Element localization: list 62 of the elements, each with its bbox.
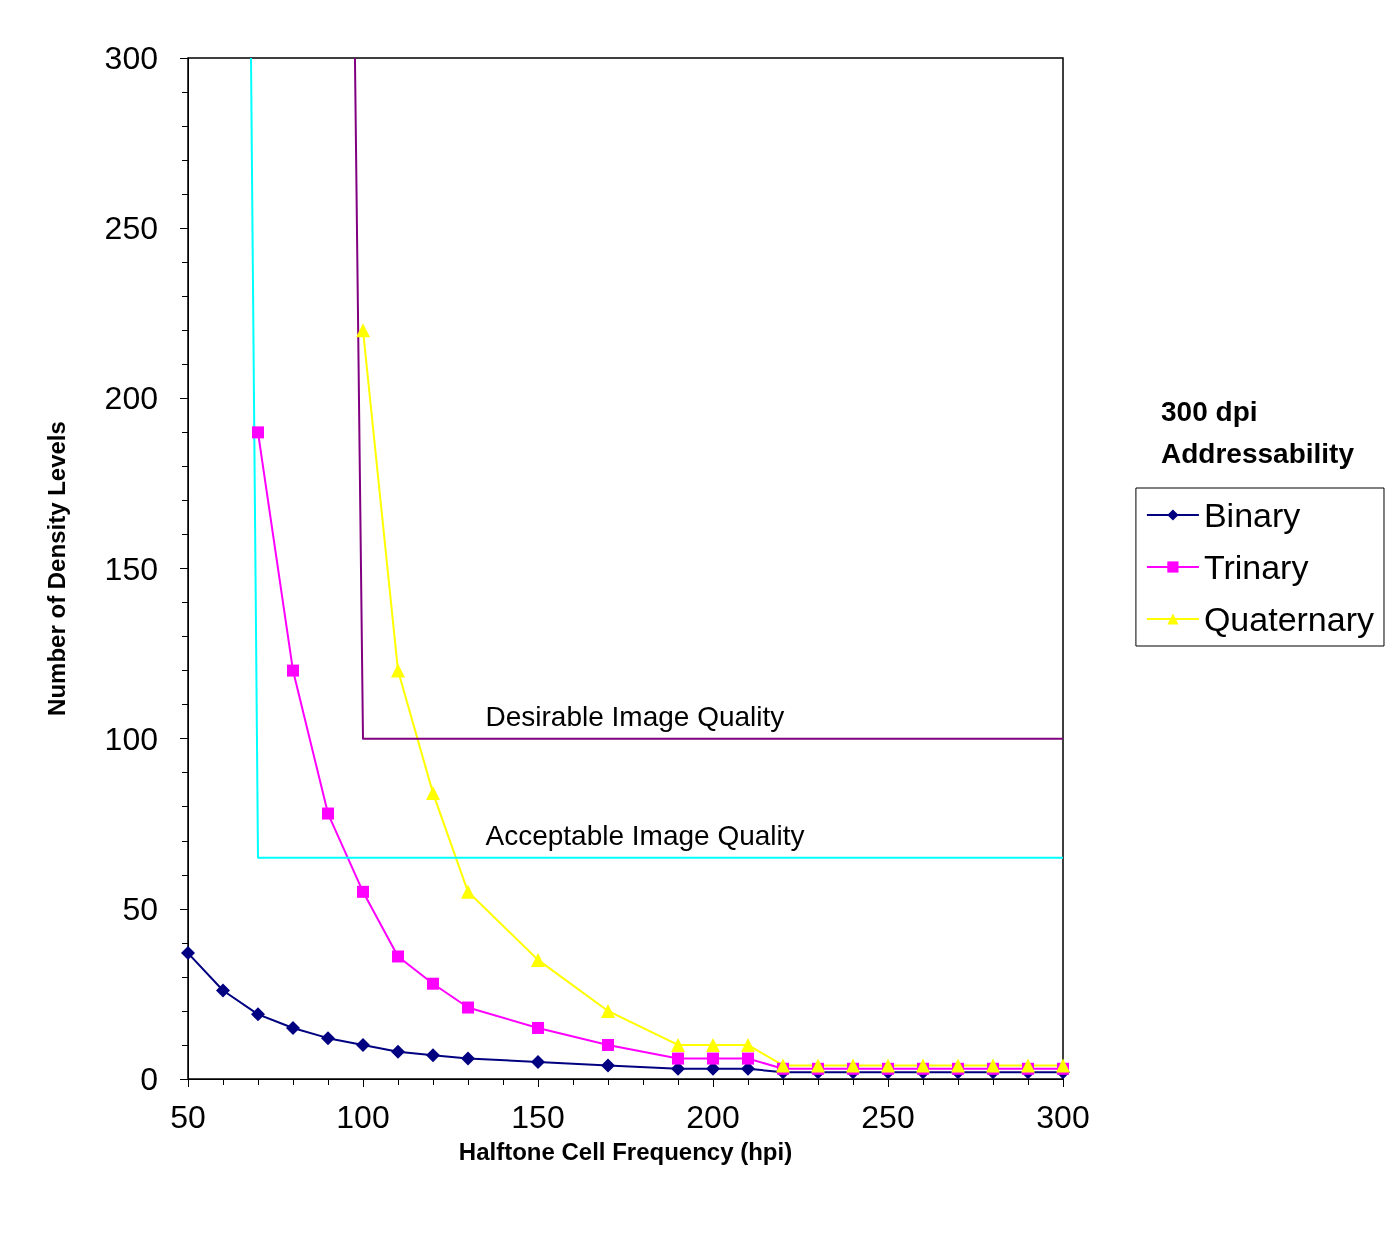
point bbox=[776, 1058, 790, 1073]
y-tick-label: 0 bbox=[140, 1061, 158, 1097]
point bbox=[951, 1058, 965, 1073]
x-tick-label: 150 bbox=[511, 1099, 565, 1135]
y-tick-label: 200 bbox=[104, 380, 158, 417]
legend-label: Quaternary bbox=[1203, 600, 1375, 638]
y-tick-label: 50 bbox=[122, 890, 158, 927]
y-tick-label: 100 bbox=[104, 720, 158, 757]
point bbox=[601, 1003, 615, 1018]
x-tick-label: 250 bbox=[861, 1099, 915, 1135]
point bbox=[532, 1021, 544, 1034]
point bbox=[356, 1037, 370, 1052]
point bbox=[391, 1044, 405, 1059]
point bbox=[707, 1052, 719, 1065]
annotation: Desirable Image Quality bbox=[485, 701, 785, 733]
point bbox=[461, 884, 475, 899]
x-tick-label: 100 bbox=[336, 1099, 390, 1135]
point bbox=[986, 1058, 1000, 1073]
point bbox=[531, 1054, 545, 1069]
point bbox=[287, 664, 299, 677]
point bbox=[251, 1007, 265, 1022]
point bbox=[811, 1058, 825, 1073]
point bbox=[706, 1037, 720, 1052]
point bbox=[427, 977, 439, 990]
y-axis-title: Number of Density Levels bbox=[42, 421, 70, 716]
point bbox=[672, 1052, 684, 1065]
legend-title: 300 dpi Addressability bbox=[1161, 395, 1355, 469]
point bbox=[671, 1037, 685, 1052]
point bbox=[321, 1031, 335, 1046]
point bbox=[601, 1058, 615, 1073]
point bbox=[461, 1051, 475, 1066]
point bbox=[741, 1037, 755, 1052]
point bbox=[742, 1052, 754, 1065]
point bbox=[392, 950, 404, 963]
y-tick-label: 250 bbox=[104, 210, 158, 247]
x-axis-title: Halftone Cell Frequency (hpi) bbox=[458, 1137, 793, 1165]
y-tick-label: 300 bbox=[104, 40, 158, 76]
point bbox=[357, 885, 369, 898]
point bbox=[531, 952, 545, 967]
point bbox=[181, 946, 195, 961]
point bbox=[916, 1058, 930, 1073]
point bbox=[602, 1038, 614, 1051]
point bbox=[356, 323, 370, 338]
x-tick-label: 200 bbox=[686, 1099, 740, 1135]
point bbox=[462, 1001, 474, 1014]
point bbox=[846, 1058, 860, 1073]
annotation: Acceptable Image Quality bbox=[485, 820, 805, 852]
y-tick-label: 150 bbox=[104, 550, 158, 587]
point bbox=[216, 983, 230, 998]
legend-label: Trinary bbox=[1203, 548, 1309, 586]
point bbox=[252, 426, 264, 439]
point bbox=[322, 807, 334, 820]
point bbox=[1021, 1058, 1035, 1073]
point bbox=[426, 786, 440, 801]
x-tick-label: 50 bbox=[170, 1099, 206, 1135]
point bbox=[286, 1020, 300, 1035]
point bbox=[1056, 1058, 1070, 1073]
legend-label: Binary bbox=[1203, 496, 1301, 534]
point bbox=[391, 663, 405, 678]
point bbox=[426, 1048, 440, 1063]
point bbox=[881, 1058, 895, 1073]
x-tick-label: 300 bbox=[1036, 1099, 1090, 1135]
